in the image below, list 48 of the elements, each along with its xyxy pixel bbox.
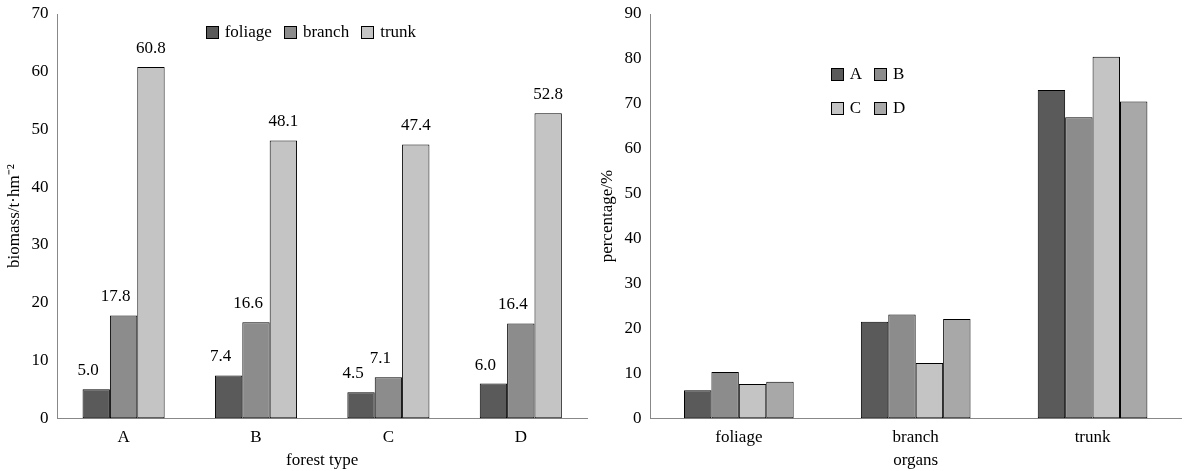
y-tick-label: 80 (624, 48, 642, 68)
y-tick-label: 90 (624, 3, 642, 23)
y-tick-label: 60 (31, 61, 49, 81)
legend-label: foliage (224, 22, 272, 42)
data-label: 4.5 (342, 363, 364, 383)
x-tick-label: D (514, 426, 527, 446)
x-tick-label: C (382, 426, 395, 446)
x-tick-label: A (117, 426, 131, 446)
y-tick-label: 0 (39, 407, 49, 427)
data-label: 16.4 (497, 294, 529, 314)
y-tick-label: 30 (624, 272, 642, 292)
y-tick-label: 10 (624, 362, 642, 382)
y-tick-label: 0 (632, 407, 642, 427)
legend-label: C (849, 98, 862, 118)
x-tick-label: branch (892, 426, 940, 446)
x-axis-title: organs (893, 450, 939, 470)
data-label: 52.8 (533, 84, 564, 104)
legend-label: D (893, 98, 906, 118)
data-label: 47.4 (400, 115, 432, 135)
data-label: 48.1 (268, 111, 299, 131)
y-tick-label: 40 (31, 176, 49, 196)
data-label: 7.4 (210, 346, 232, 366)
data-label: 16.6 (233, 293, 263, 313)
y-axis-title: biomass/t·hm⁻² (3, 164, 23, 268)
data-label: 17.8 (100, 286, 131, 306)
x-tick-label: B (250, 426, 262, 446)
y-tick-label: 40 (624, 228, 642, 248)
legend-label: trunk (380, 22, 417, 42)
y-tick-label: 50 (31, 118, 49, 138)
data-label: 60.8 (136, 38, 166, 58)
data-label: 6.0 (474, 354, 497, 374)
legend-label: A (849, 64, 863, 84)
y-tick-label: 20 (31, 292, 49, 312)
x-tick-label: trunk (1074, 426, 1112, 446)
x-axis-title: forest type (286, 450, 359, 470)
y-tick-label: 70 (624, 93, 642, 113)
y-tick-label: 10 (31, 349, 49, 369)
legend-label: branch (302, 22, 350, 42)
data-label: 5.0 (77, 360, 99, 380)
data-label: 7.1 (369, 348, 392, 368)
legend-label: B (893, 64, 905, 84)
y-tick-label: 60 (624, 138, 642, 158)
x-tick-label: foliage (715, 426, 763, 446)
y-tick-label: 50 (624, 183, 642, 203)
y-tick-label: 20 (624, 317, 642, 337)
y-axis-title: percentage/% (596, 169, 616, 263)
y-tick-label: 30 (31, 234, 49, 254)
y-tick-label: 70 (31, 3, 49, 23)
